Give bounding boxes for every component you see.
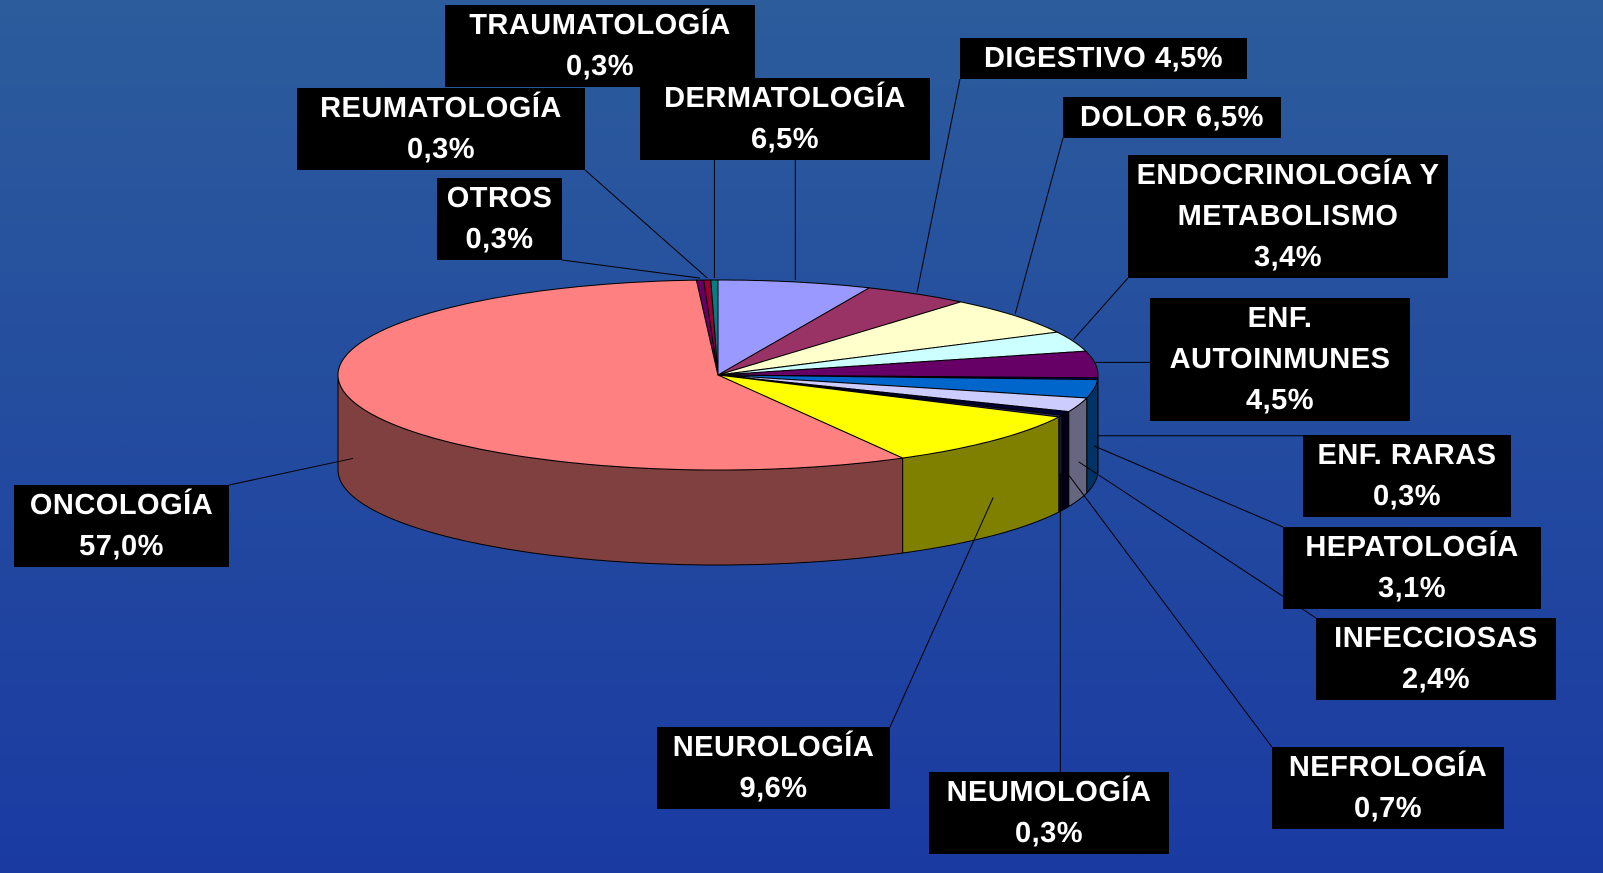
- slice: [717, 350, 1099, 379]
- label-name: NEUROLOGÍA: [672, 731, 875, 763]
- data-label: DIGESTIVO 4,5%: [960, 38, 1247, 79]
- leader-line: [228, 457, 354, 486]
- data-label: ENF. AUTOINMUNES 4,5%: [1150, 298, 1410, 421]
- slice: [717, 374, 1061, 459]
- label-value: 4,5%: [1154, 42, 1224, 74]
- slice: [710, 279, 719, 376]
- slice: [717, 279, 871, 376]
- data-label: ENDOCRINOLOGÍA Y METABOLISMO 3,4%: [1128, 155, 1448, 278]
- label-name: HEPATOLOGÍA: [1305, 531, 1519, 563]
- label-name: INFECCIOSAS: [1334, 622, 1538, 654]
- label-name: ENF. RARAS: [1317, 439, 1497, 471]
- label-name: DERMATOLOGÍA: [664, 82, 906, 114]
- slice: [337, 279, 905, 471]
- slice: [717, 287, 961, 376]
- leader-line: [1014, 137, 1064, 314]
- label-value: 3,1%: [1377, 572, 1447, 604]
- data-label: ENF. RARAS 0,3%: [1303, 435, 1511, 517]
- data-label: INFECCIOSAS 2,4%: [1316, 618, 1556, 700]
- leader-line: [561, 259, 701, 279]
- label-name: OTROS: [446, 182, 553, 214]
- label-value: 2,4%: [1401, 663, 1471, 695]
- label-value: 0,7%: [1353, 792, 1423, 824]
- data-label: TRAUMATOLOGÍA 0,3%: [445, 5, 755, 87]
- leader-line: [1064, 470, 1273, 748]
- label-name: NEUMOLOGÍA: [946, 776, 1152, 808]
- data-label: ONCOLOGÍA 57,0%: [14, 485, 229, 567]
- label-name: REUMATOLOGÍA: [320, 92, 562, 124]
- data-label: DERMATOLOGÍA 6,5%: [640, 78, 930, 160]
- data-label: HEPATOLOGÍA 3,1%: [1283, 527, 1541, 609]
- leader-line: [1093, 445, 1284, 528]
- label-value: 6,5%: [750, 123, 820, 155]
- label-name: DIGESTIVO: [983, 42, 1147, 74]
- label-name: NEFROLOGÍA: [1288, 751, 1488, 783]
- label-name: ENF. AUTOINMUNES: [1169, 302, 1391, 375]
- data-label: NEUROLOGÍA 9,6%: [657, 727, 890, 809]
- label-value: 9,6%: [739, 772, 808, 804]
- slice: [717, 301, 1059, 376]
- label-value: 0,3%: [465, 223, 534, 255]
- label-name: DOLOR: [1080, 101, 1188, 133]
- leader-line: [584, 169, 708, 279]
- label-value: 0,3%: [406, 133, 476, 165]
- label-value: 3,4%: [1253, 241, 1323, 273]
- data-label: REUMATOLOGÍA 0,3%: [297, 88, 585, 170]
- label-name: ENDOCRINOLOGÍA Y METABOLISMO: [1136, 159, 1440, 232]
- label-name: ONCOLOGÍA: [29, 489, 214, 521]
- leader-line: [1073, 277, 1129, 340]
- label-value: 6,5%: [1195, 101, 1264, 133]
- data-label: DOLOR 6,5%: [1063, 97, 1281, 138]
- data-label: NEUMOLOGÍA 0,3%: [929, 772, 1169, 854]
- slice-side: [1068, 396, 1088, 508]
- label-value: 4,5%: [1245, 384, 1315, 416]
- label-name: TRAUMATOLOGÍA: [469, 9, 731, 41]
- leader-line: [1078, 461, 1317, 619]
- leader-line: [916, 78, 961, 293]
- data-label: NEFROLOGÍA 0,7%: [1272, 747, 1504, 829]
- slice-side: [1061, 410, 1070, 512]
- label-value: 0,3%: [1372, 480, 1442, 512]
- leader-line: [889, 497, 994, 728]
- slice: [717, 331, 1088, 376]
- label-value: 57,0%: [79, 530, 164, 562]
- label-value: 0,3%: [565, 50, 635, 82]
- label-value: 0,3%: [1014, 817, 1084, 849]
- data-label: OTROS 0,3%: [437, 178, 562, 260]
